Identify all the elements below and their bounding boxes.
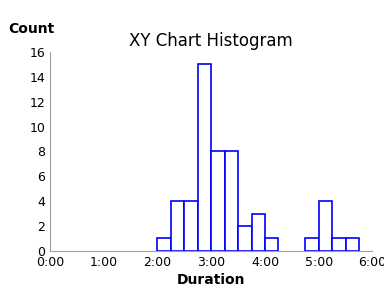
Bar — [332, 238, 346, 251]
Title: XY Chart Histogram: XY Chart Histogram — [129, 32, 293, 50]
Bar — [265, 238, 278, 251]
Bar — [319, 201, 332, 251]
Bar — [184, 201, 198, 251]
Bar — [252, 214, 265, 251]
X-axis label: Duration: Duration — [177, 273, 245, 287]
Bar — [238, 226, 252, 251]
Bar — [157, 238, 171, 251]
Bar — [198, 65, 211, 251]
Text: Count: Count — [8, 22, 54, 36]
Bar — [211, 151, 225, 251]
Bar — [171, 201, 184, 251]
Bar — [225, 151, 238, 251]
Bar — [346, 238, 359, 251]
Bar — [305, 238, 319, 251]
